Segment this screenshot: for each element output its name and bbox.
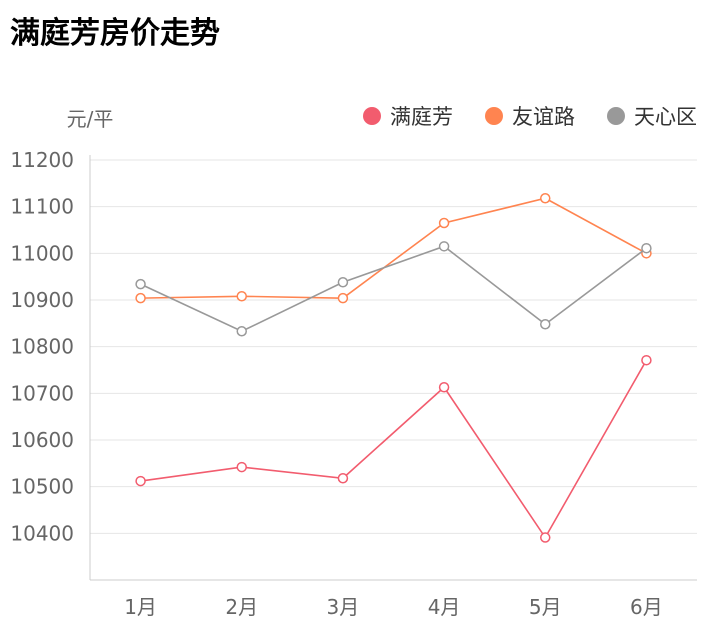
y-axis-label: 元/平 [67, 107, 114, 131]
y-tick-label: 10500 [10, 475, 74, 499]
y-tick-label: 11200 [10, 148, 74, 172]
data-point [641, 242, 652, 254]
data-point [236, 461, 247, 473]
legend-label: 友谊路 [512, 105, 575, 129]
legend-marker [485, 107, 503, 125]
data-point [438, 217, 450, 229]
legend-marker [607, 107, 625, 125]
data-point [236, 291, 247, 302]
legend-marker [363, 107, 381, 125]
y-tick-label: 10900 [10, 288, 74, 312]
chart-title: 满庭芳房价走势 [10, 16, 220, 51]
data-point [135, 278, 146, 290]
data-point [135, 292, 146, 304]
data-point [337, 473, 349, 484]
data-point [236, 326, 247, 337]
x-tick-label: 4月 [428, 595, 461, 619]
y-tick-label: 10700 [10, 381, 74, 405]
x-tick-label: 2月 [225, 595, 258, 619]
series-line [140, 359, 648, 540]
y-tick-label: 10600 [10, 428, 74, 452]
legend-label: 天心区 [634, 105, 697, 129]
data-point [540, 532, 551, 543]
data-point [135, 475, 146, 487]
data-point [540, 193, 551, 204]
y-tick-label: 10800 [10, 335, 74, 359]
data-point [438, 382, 450, 393]
data-point [337, 277, 349, 288]
series-line [140, 197, 647, 299]
legend-label: 满庭芳 [390, 105, 453, 129]
x-tick-label: 5月 [529, 595, 562, 619]
y-tick-label: 11000 [10, 241, 74, 265]
data-point [438, 241, 450, 252]
y-tick-label: 11100 [10, 195, 74, 219]
data-point [540, 319, 551, 330]
x-tick-label: 1月 [124, 595, 157, 619]
x-tick-label: 6月 [630, 595, 663, 619]
x-tick-label: 3月 [327, 595, 360, 619]
data-point [337, 292, 349, 304]
data-point [641, 354, 652, 366]
y-tick-label: 10400 [10, 521, 74, 545]
series-line [140, 245, 647, 333]
